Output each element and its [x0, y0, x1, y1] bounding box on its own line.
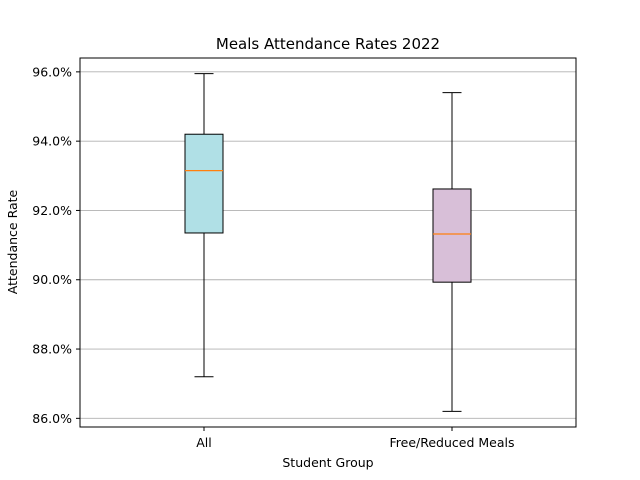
- y-axis-label: Attendance Rate: [5, 189, 20, 294]
- y-tick-label: 92.0%: [32, 203, 72, 218]
- x-axis-ticks: All Free/Reduced Meals: [196, 427, 515, 450]
- iqr-box: [184, 133, 224, 234]
- y-tick-label: 96.0%: [32, 64, 72, 79]
- y-tick-label: 90.0%: [32, 272, 72, 287]
- y-axis-ticks: 86.0% 88.0% 90.0% 92.0% 94.0% 96.0%: [32, 64, 80, 426]
- y-tick-label: 94.0%: [32, 134, 72, 149]
- y-tick-label: 86.0%: [32, 411, 72, 426]
- x-axis-label: Student Group: [282, 455, 373, 470]
- box-group: [432, 92, 472, 412]
- x-tick-label: Free/Reduced Meals: [390, 435, 515, 450]
- y-tick-label: 88.0%: [32, 342, 72, 357]
- box-group: [184, 73, 224, 378]
- chart-title: Meals Attendance Rates 2022: [216, 35, 440, 53]
- grid-lines: [80, 71, 576, 419]
- box-series: [184, 73, 472, 412]
- x-tick-label: All: [196, 435, 212, 450]
- iqr-box: [432, 188, 472, 283]
- plot-frame: [79, 57, 577, 428]
